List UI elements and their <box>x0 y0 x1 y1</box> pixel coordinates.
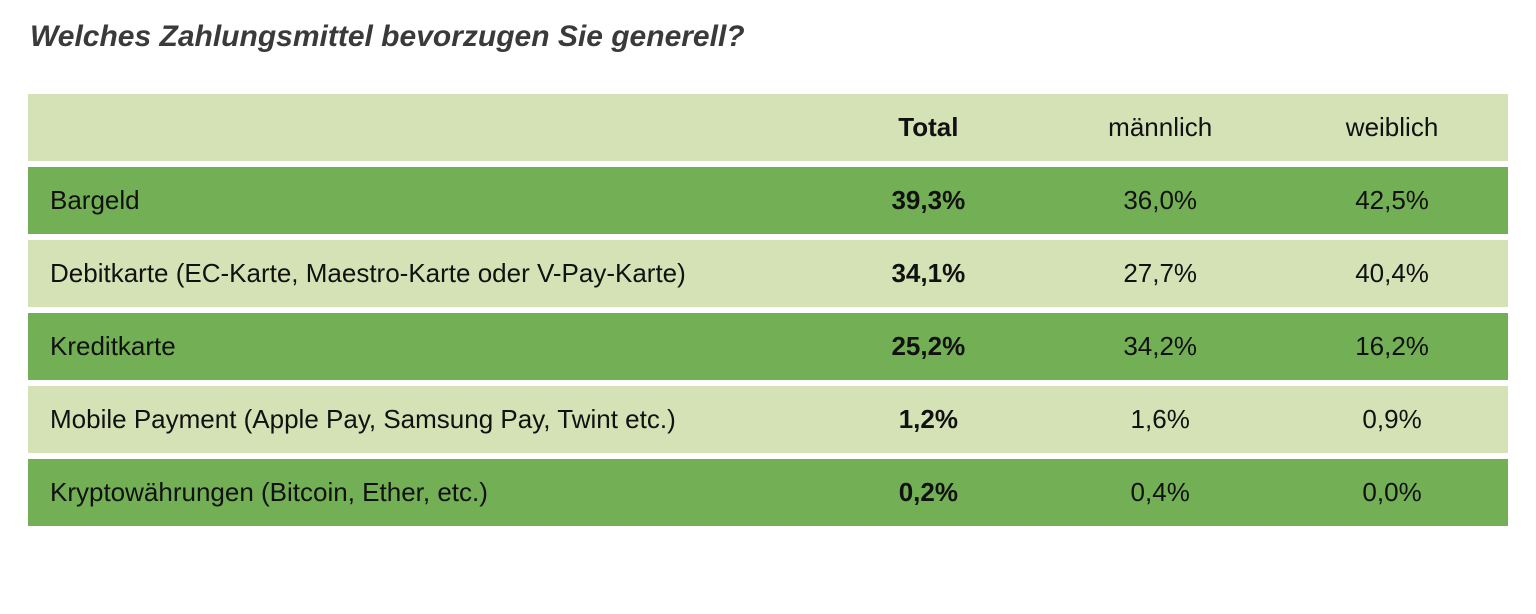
cell-female: 16,2% <box>1276 313 1508 380</box>
table-row: Debitkarte (EC-Karte, Maestro-Karte oder… <box>28 240 1508 307</box>
col-header-male: männlich <box>1044 94 1276 161</box>
col-header-total: Total <box>812 94 1044 161</box>
col-header-female: weiblich <box>1276 94 1508 161</box>
cell-female: 0,9% <box>1276 386 1508 453</box>
cell-female: 0,0% <box>1276 459 1508 526</box>
cell-female: 40,4% <box>1276 240 1508 307</box>
cell-male: 36,0% <box>1044 167 1276 234</box>
cell-total: 1,2% <box>812 386 1044 453</box>
cell-label: Bargeld <box>28 167 812 234</box>
cell-male: 0,4% <box>1044 459 1276 526</box>
table-row: Mobile Payment (Apple Pay, Samsung Pay, … <box>28 386 1508 453</box>
cell-total: 34,1% <box>812 240 1044 307</box>
cell-total: 0,2% <box>812 459 1044 526</box>
table-header: Total männlich weiblich <box>28 94 1508 161</box>
cell-label: Kryptowährungen (Bitcoin, Ether, etc.) <box>28 459 812 526</box>
cell-total: 25,2% <box>812 313 1044 380</box>
cell-male: 34,2% <box>1044 313 1276 380</box>
cell-label: Debitkarte (EC-Karte, Maestro-Karte oder… <box>28 240 812 307</box>
page-container: Welches Zahlungsmittel bevorzugen Sie ge… <box>0 0 1536 562</box>
table-row: Kryptowährungen (Bitcoin, Ether, etc.) 0… <box>28 459 1508 526</box>
cell-male: 27,7% <box>1044 240 1276 307</box>
cell-male: 1,6% <box>1044 386 1276 453</box>
table-row: Bargeld 39,3% 36,0% 42,5% <box>28 167 1508 234</box>
col-header-label <box>28 94 812 161</box>
cell-label: Mobile Payment (Apple Pay, Samsung Pay, … <box>28 386 812 453</box>
page-title: Welches Zahlungsmittel bevorzugen Sie ge… <box>30 20 1508 54</box>
table-body: Bargeld 39,3% 36,0% 42,5% Debitkarte (EC… <box>28 167 1508 526</box>
cell-label: Kreditkarte <box>28 313 812 380</box>
cell-total: 39,3% <box>812 167 1044 234</box>
survey-table: Total männlich weiblich Bargeld 39,3% 36… <box>28 88 1508 532</box>
cell-female: 42,5% <box>1276 167 1508 234</box>
table-row: Kreditkarte 25,2% 34,2% 16,2% <box>28 313 1508 380</box>
